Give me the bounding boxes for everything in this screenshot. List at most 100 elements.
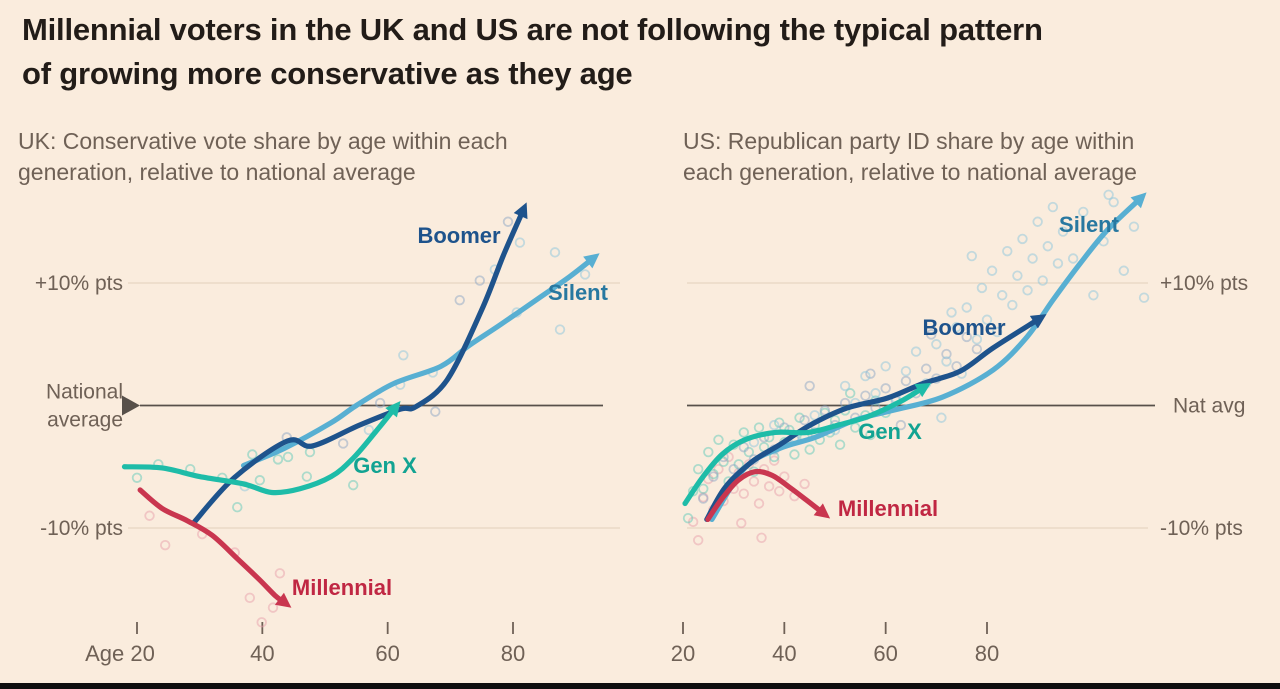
scatter-point-genx (682, 513, 694, 524)
scatter-point-boomer (454, 294, 465, 306)
scatter-point-millennial (753, 498, 765, 509)
x-tick-label: 60 (375, 641, 399, 666)
scatter-point-silent (1078, 206, 1089, 218)
panel-uk: +10% pts National average -10% pts Age 20 40 6… (35, 202, 620, 666)
series-label-silent: Silent (1059, 212, 1120, 237)
scatter-point-silent (1007, 299, 1018, 311)
scatter-point-silent (931, 339, 942, 350)
scatter-point-genx (718, 456, 729, 468)
scatter-point-silent (870, 388, 881, 399)
y-axis-label: -10% pts (40, 517, 123, 540)
scatter-point-genx (713, 434, 724, 446)
scatter-point-boomer (708, 471, 719, 482)
scatter-point-millennial (738, 488, 750, 499)
series-label-millennial: Millennial (838, 496, 938, 521)
series-line-genx (682, 382, 932, 507)
scatter-point-silent (1027, 253, 1038, 264)
scatter-point-silent (398, 350, 409, 361)
scatter-point-silent (549, 247, 561, 258)
scatter-point-genx (753, 422, 765, 433)
chart-title: Millennial voters in the UK and US are n… (22, 12, 1043, 91)
x-tick-label: 40 (772, 641, 796, 666)
scatter-point-boomer (895, 419, 907, 431)
scatter-point-silent (997, 290, 1008, 301)
scatter-point-millennial (774, 486, 785, 497)
scatter-point-millennial (769, 455, 780, 466)
national-average-arrow-icon (122, 395, 140, 416)
scatter-point-millennial (244, 592, 256, 604)
scatter-point-millennial (144, 510, 155, 521)
scatter-point-silent (991, 326, 1003, 338)
scatter-point-silent (966, 250, 978, 262)
scatter-point-genx (254, 475, 266, 486)
series-label-millennial: Millennial (292, 575, 392, 600)
scatter-point-boomer (921, 363, 932, 374)
scatter-point-millennial (748, 476, 760, 487)
scatter-point-silent (1012, 270, 1023, 281)
y-axis-label: -10% pts (1160, 517, 1243, 540)
scatter-point-boomer (900, 375, 912, 387)
scatter-point-silent (1088, 290, 1099, 301)
scatter-point-genx (845, 388, 856, 399)
scatter-point-boomer (799, 415, 810, 426)
scatter-point-genx (348, 479, 359, 491)
series-line-silent (709, 192, 1147, 523)
scatter-point-silent (941, 356, 952, 367)
scatter-point-genx (804, 444, 815, 455)
scatter-point-boomer (941, 348, 952, 360)
series-label-boomer: Boomer (417, 223, 501, 248)
scatter-point-silent (554, 324, 566, 335)
scatter-point-millennial (763, 481, 775, 492)
y-axis-label: Nat avg (1173, 395, 1245, 418)
series-line-millennial (137, 487, 292, 608)
x-tick-label: 60 (873, 641, 897, 666)
scatter-point-silent (809, 410, 820, 421)
scatter-point-genx (304, 446, 316, 458)
scatter-point-genx (232, 501, 243, 513)
x-tick-label: 80 (501, 641, 525, 666)
series-line-millennial (705, 468, 831, 523)
scatter-point-boomer (865, 368, 876, 379)
scatter-point-silent (946, 307, 957, 318)
scatter-point-genx (834, 439, 846, 450)
scatter-point-boomer (502, 216, 514, 227)
scatter-point-silent (1108, 196, 1119, 208)
scatter-point-millennial (799, 478, 810, 490)
x-tick-label: Age 20 (85, 641, 155, 666)
scatter-point-boomer (698, 493, 709, 504)
scatter-point-silent (1138, 292, 1150, 303)
scatter-point-genx (703, 446, 714, 458)
scatter-point-millennial (274, 568, 286, 579)
scatter-point-boomer (971, 343, 983, 355)
scatter-point-silent (1042, 241, 1054, 252)
x-tick-label: 80 (975, 641, 999, 666)
scatter-point-silent (976, 282, 988, 294)
scatter-point-millennial (160, 539, 171, 551)
scatter-point-boomer (880, 383, 891, 394)
scatter-point-silent (514, 237, 526, 248)
scatter-point-millennial (736, 517, 747, 529)
scatter-point-silent (986, 265, 998, 276)
scatter-point-silent (1052, 258, 1064, 269)
scatter-point-silent (860, 370, 871, 382)
scatter-point-silent (1032, 216, 1043, 227)
scatter-point-silent (971, 334, 983, 345)
scatter-point-genx (272, 454, 284, 465)
scatter-point-boomer (804, 380, 815, 392)
scatter-point-silent (579, 269, 591, 280)
scatter-point-silent (1017, 233, 1028, 245)
scatter-point-genx (282, 451, 294, 463)
scatter-point-millennial (267, 602, 279, 613)
scatter-point-silent (1037, 275, 1048, 286)
scatter-point-boomer (374, 397, 386, 409)
scatter-point-silent (900, 366, 912, 377)
y-axis-label: +10% pts (1160, 272, 1248, 295)
scatter-point-millennial (256, 617, 267, 628)
scatter-point-silent (1103, 189, 1114, 201)
scatter-point-silent (839, 380, 851, 392)
subtitle-us: US: Republican party ID share by age wit… (683, 128, 1137, 185)
series-label-boomer: Boomer (922, 315, 1006, 340)
scatter-point-genx (865, 429, 876, 441)
scatter-point-millennial (756, 532, 767, 544)
